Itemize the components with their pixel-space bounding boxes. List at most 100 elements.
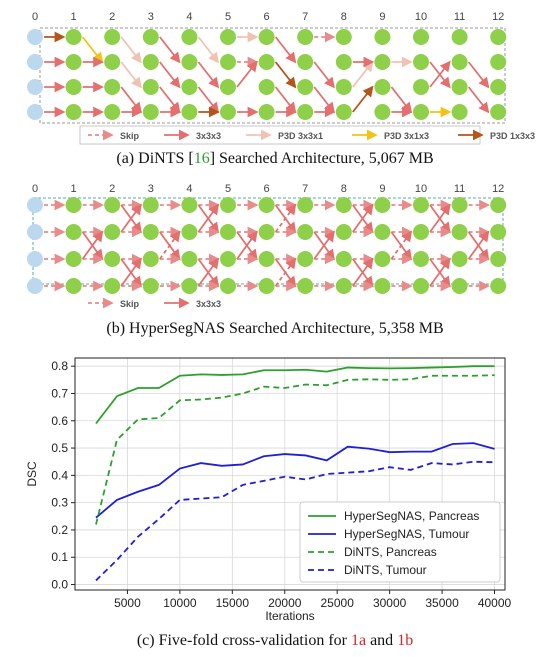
hypersegnas-column-label: 3	[148, 183, 154, 195]
hypersegnas-input-node	[27, 278, 43, 294]
x-tick-label: 5000	[114, 596, 141, 610]
caption-a-ref[interactable]: 16	[193, 150, 210, 167]
series-line	[95, 374, 495, 525]
dints-legend-label: P3D 3x1x3	[384, 131, 429, 141]
y-tick-label: 0.3	[51, 496, 68, 510]
dints-bounding-box	[39, 27, 506, 124]
series-line	[95, 442, 495, 519]
plot-frame	[74, 357, 506, 591]
hypersegnas-cell-node	[258, 251, 275, 267]
hypersegnas-cell-node	[142, 251, 159, 267]
caption-c-ref-1b[interactable]: 1b	[397, 632, 414, 649]
dints-cell-node	[104, 54, 121, 70]
hypersegnas-column-label: 12	[492, 183, 504, 195]
dints-legend-label: P3D 3x3x1	[278, 131, 323, 141]
hypersegnas-cell-node	[258, 224, 275, 240]
dints-input-node	[27, 29, 43, 45]
hypersegnas-cell-node	[65, 224, 82, 240]
dints-edge	[159, 61, 181, 89]
dints-cell-node	[258, 79, 275, 95]
hypersegnas-column-label: 4	[186, 183, 192, 195]
hypersegnas-cell-node	[181, 278, 198, 294]
hypersegnas-cell-node	[413, 251, 429, 267]
dints-legend-label: Skip	[120, 131, 140, 141]
hypersegnas-conv-edge	[274, 257, 297, 287]
hypersegnas-column-label: 0	[32, 183, 38, 195]
x-tick-label: 25000	[321, 596, 355, 610]
dints-edge	[274, 86, 297, 114]
dints-cell-node	[142, 54, 159, 70]
caption-c-ref-1a[interactable]: 1a	[350, 632, 367, 649]
chart-legend-label: HyperSegNAS, Pancreas	[344, 509, 479, 523]
dints-cell-node	[413, 29, 429, 45]
hypersegnas-cell-node	[335, 278, 352, 294]
hypersegnas-cell-node	[65, 251, 82, 267]
dints-edge	[390, 86, 413, 114]
hypersegnas-cell-node	[451, 224, 468, 240]
dints-cell-node	[374, 79, 391, 95]
hypersegnas-cell-node	[142, 278, 159, 294]
hypersegnas-cell-node	[297, 224, 314, 240]
dints-cell-node	[413, 54, 429, 70]
dints-cell-node	[258, 29, 275, 45]
dints-input-node	[27, 104, 43, 120]
hypersegnas-conv-edge	[197, 257, 220, 287]
dints-cell-node	[335, 79, 352, 95]
dints-cell-node	[374, 29, 391, 45]
dints-cell-node	[374, 54, 391, 70]
hypersegnas-conv-edge	[429, 203, 451, 233]
hypersegnas-column-label: 10	[415, 183, 427, 195]
dints-cell-node	[297, 79, 314, 95]
hypersegnas-cell-node	[297, 278, 314, 294]
dints-column-label: 6	[264, 11, 270, 23]
hypersegnas-cell-node	[413, 197, 429, 213]
dints-edge	[467, 86, 490, 114]
dints-cell-node	[104, 29, 121, 45]
caption-a-prefix: (a) DiNTS [	[116, 150, 194, 167]
dints-cell-node	[297, 104, 314, 120]
y-tick-label: 0.5	[51, 441, 68, 455]
dints-cell-node	[258, 104, 275, 120]
hypersegnas-column-label: 2	[109, 183, 115, 195]
dints-edge	[313, 86, 335, 114]
panel-b: 0 1 2 3 4 5 6 7 8 9 10 11 12 Skip 3x3x3	[0, 176, 550, 316]
hypersegnas-cell-node	[374, 197, 391, 213]
hypersegnas-cell-node	[104, 278, 121, 294]
caption-c-prefix: (c) Five-fold cross-validation for	[136, 632, 351, 649]
hypersegnas-conv-edge	[197, 203, 220, 233]
dints-cell-node	[490, 54, 507, 70]
hypersegnas-cell-node	[104, 251, 121, 267]
hypersegnas-cell-node	[374, 251, 391, 267]
dints-cell-node	[297, 54, 314, 70]
dints-column-label: 1	[71, 11, 77, 23]
hypersegnas-column-label: 9	[379, 183, 385, 195]
hypersegnas-cell-node	[490, 197, 507, 213]
dints-edge	[197, 61, 220, 89]
panel-a: 0 1 2 3 4 5 6 7 8 9 10 11 12 Skip 3x3x3 P3D 3x3x1 P3D 3…	[0, 0, 550, 175]
dints-cell-node	[65, 54, 82, 70]
dints-edge	[429, 61, 451, 89]
hypersegnas-cell-node	[104, 197, 121, 213]
hypersegnas-column-label: 5	[225, 183, 231, 195]
dints-edge	[274, 36, 297, 64]
dints-cell-node	[65, 79, 82, 95]
chart-legend-label: DiNTS, Tumour	[344, 563, 427, 577]
hypersegnas-input-node	[27, 251, 43, 267]
hypersegnas-legend-label: Skip	[120, 299, 140, 309]
dints-edge	[120, 61, 142, 89]
dints-column-label: 10	[415, 11, 427, 23]
dints-cell-node	[181, 79, 198, 95]
dints-cell-node	[220, 104, 236, 120]
dints-cell-node	[451, 54, 468, 70]
dints-cell-node	[335, 104, 352, 120]
hypersegnas-cell-node	[258, 197, 275, 213]
chart-legend-label: HyperSegNAS, Tumour	[344, 527, 469, 541]
hypersegnas-cell-node	[181, 224, 198, 240]
dints-legend: Skip 3x3x3 P3D 3x3x1 P3D 3x1x3 P3D 1x3x3	[79, 125, 535, 145]
dints-edge	[352, 85, 374, 113]
hypersegnas-conv-edge	[390, 230, 413, 260]
dints-column-label: 4	[186, 11, 192, 23]
hypersegnas-architecture-diagram: 0 1 2 3 4 5 6 7 8 9 10 11 12	[27, 183, 507, 294]
dints-edge	[120, 36, 142, 64]
hypersegnas-cell-node	[65, 197, 82, 213]
